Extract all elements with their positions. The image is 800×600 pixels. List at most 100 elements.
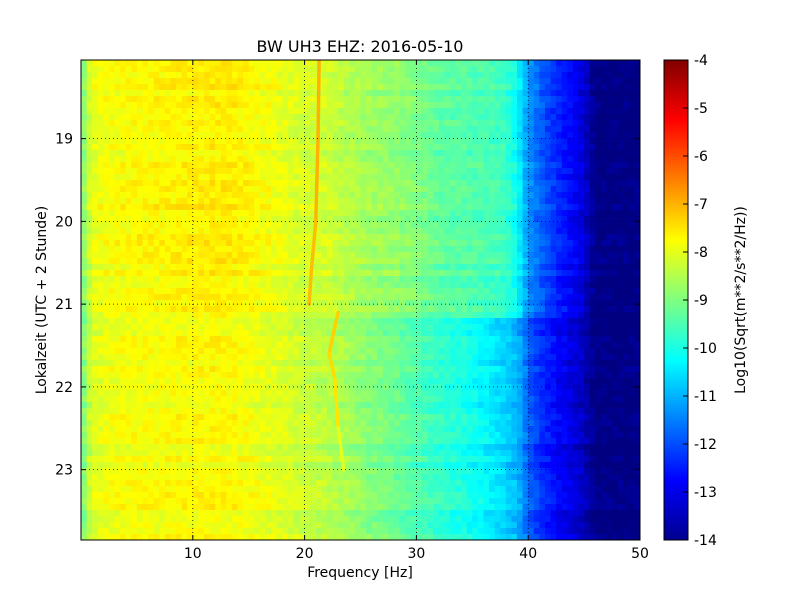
heatmap-cell xyxy=(86,252,93,259)
heatmap-cell xyxy=(187,210,194,217)
heatmap-cell xyxy=(371,60,378,67)
heatmap-cell xyxy=(315,240,322,247)
heatmap-cell xyxy=(231,234,239,241)
heatmap-cell xyxy=(371,66,378,73)
heatmap-cell xyxy=(589,270,596,277)
heatmap-cell xyxy=(505,324,513,331)
heatmap-cell xyxy=(572,198,580,205)
heatmap-cell xyxy=(528,318,535,325)
heatmap-cell xyxy=(550,84,557,91)
heatmap-cell xyxy=(81,90,88,97)
heatmap-cell xyxy=(377,204,384,211)
heatmap-cell xyxy=(382,78,390,85)
heatmap-cell xyxy=(170,348,177,355)
heatmap-cell xyxy=(265,306,272,313)
heatmap-cell xyxy=(550,252,557,259)
heatmap-cell xyxy=(444,102,451,109)
heatmap-cell xyxy=(628,198,636,205)
heatmap-cell xyxy=(315,294,322,301)
heatmap-cell xyxy=(511,120,518,127)
heatmap-cell xyxy=(511,276,518,283)
heatmap-cell xyxy=(533,162,540,169)
heatmap-cell xyxy=(271,150,278,157)
heatmap-cell xyxy=(455,162,462,169)
heatmap-cell xyxy=(192,354,199,361)
heatmap-cell xyxy=(539,114,546,121)
heatmap-cell xyxy=(366,294,373,301)
heatmap-cell xyxy=(120,78,127,85)
heatmap-cell xyxy=(377,276,384,283)
heatmap-cell xyxy=(366,108,373,115)
heatmap-cell xyxy=(354,306,362,313)
heatmap-cell xyxy=(148,66,155,73)
heatmap-cell xyxy=(438,276,445,283)
heatmap-cell xyxy=(164,102,172,109)
heatmap-cell xyxy=(494,138,501,145)
heatmap-cell xyxy=(567,342,574,349)
heatmap-cell xyxy=(572,120,580,127)
heatmap-cell xyxy=(399,96,406,103)
heatmap-cell xyxy=(567,132,574,139)
heatmap-cell xyxy=(360,84,367,91)
heatmap-cell xyxy=(394,258,401,265)
heatmap-cell xyxy=(623,204,630,211)
heatmap-cell xyxy=(584,114,591,121)
heatmap-cell xyxy=(483,354,490,361)
heatmap-cell xyxy=(394,300,401,307)
heatmap-cell xyxy=(377,300,384,307)
heatmap-cell xyxy=(522,66,529,73)
heatmap-cell xyxy=(572,174,580,181)
heatmap-cell xyxy=(315,300,322,307)
heatmap-cell xyxy=(438,294,445,301)
heatmap-cell xyxy=(114,336,121,343)
heatmap-cell xyxy=(120,204,127,211)
heatmap-cell xyxy=(449,306,457,313)
heatmap-cell xyxy=(92,258,99,265)
heatmap-cell xyxy=(544,120,552,127)
heatmap-cell xyxy=(97,132,104,139)
heatmap-cell xyxy=(517,294,524,301)
heatmap-cell xyxy=(209,318,216,325)
heatmap-cell xyxy=(131,348,138,355)
heatmap-cell xyxy=(455,240,462,247)
heatmap-cell xyxy=(595,144,602,151)
heatmap-cell xyxy=(338,234,345,241)
heatmap-cell xyxy=(371,162,378,169)
heatmap-cell xyxy=(461,246,468,253)
heatmap-cell xyxy=(181,312,188,319)
heatmap-cell xyxy=(164,126,172,133)
heatmap-cell xyxy=(176,336,183,343)
heatmap-cell xyxy=(528,132,535,139)
heatmap-cell xyxy=(276,150,283,157)
heatmap-cell xyxy=(399,78,406,85)
heatmap-cell xyxy=(410,234,417,241)
heatmap-cell xyxy=(265,60,272,67)
heatmap-cell xyxy=(231,204,239,211)
heatmap-cell xyxy=(377,72,384,79)
heatmap-cell xyxy=(366,258,373,265)
heatmap-cell xyxy=(326,192,334,199)
heatmap-cell xyxy=(567,264,574,271)
heatmap-cell xyxy=(125,150,132,157)
heatmap-cell xyxy=(505,312,513,319)
heatmap-cell xyxy=(338,90,345,97)
heatmap-cell xyxy=(567,312,574,319)
heatmap-cell xyxy=(203,84,211,91)
heatmap-cell xyxy=(192,216,199,223)
heatmap-cell xyxy=(243,300,250,307)
heatmap-cell xyxy=(248,306,255,313)
heatmap-cell xyxy=(438,180,445,187)
heatmap-cell xyxy=(388,132,395,139)
heatmap-cell xyxy=(192,96,199,103)
heatmap-cell xyxy=(628,234,636,241)
heatmap-cell xyxy=(131,186,138,193)
heatmap-cell xyxy=(360,270,367,277)
heatmap-cell xyxy=(438,252,445,259)
heatmap-cell xyxy=(360,318,367,325)
heatmap-cell xyxy=(215,66,222,73)
heatmap-cell xyxy=(243,282,250,289)
heatmap-cell xyxy=(310,192,317,199)
heatmap-cell xyxy=(628,90,636,97)
heatmap-cell xyxy=(455,210,462,217)
heatmap-cell xyxy=(125,234,132,241)
